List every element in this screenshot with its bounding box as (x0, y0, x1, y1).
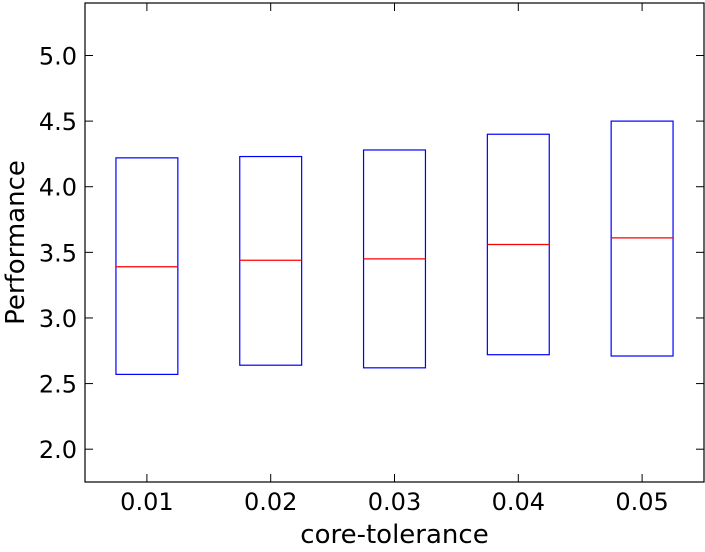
x-tick-label: 0.04 (492, 488, 545, 516)
y-tick-label: 2.5 (39, 371, 77, 399)
box-0.01 (115, 157, 179, 375)
y-tick-label: 4.5 (39, 108, 77, 136)
y-tick-label: 2.0 (39, 436, 77, 464)
y-axis-label: Performance (1, 160, 31, 325)
x-axis-label: core-tolerance (300, 520, 488, 550)
box-0.02 (239, 155, 303, 366)
x-tick-label: 0.02 (244, 488, 297, 516)
x-tick-label: 0.05 (615, 488, 668, 516)
y-tick-label: 3.0 (39, 305, 77, 333)
boxes-layer (115, 120, 674, 375)
labels-layer: 2.0 2.5 3.0 3.5 4.0 4.5 5.0 0.01 0.02 0.03 0.04 0.0… (39, 42, 669, 516)
y-tick-label: 5.0 (39, 42, 77, 70)
y-tick-label: 4.0 (39, 174, 77, 202)
ticks-layer (85, 3, 704, 482)
y-tick-label: 3.5 (39, 239, 77, 267)
x-tick-label: 0.03 (368, 488, 421, 516)
x-tick-label: 0.01 (120, 488, 173, 516)
plot-frame (84, 2, 705, 483)
box-0.05 (610, 120, 674, 357)
